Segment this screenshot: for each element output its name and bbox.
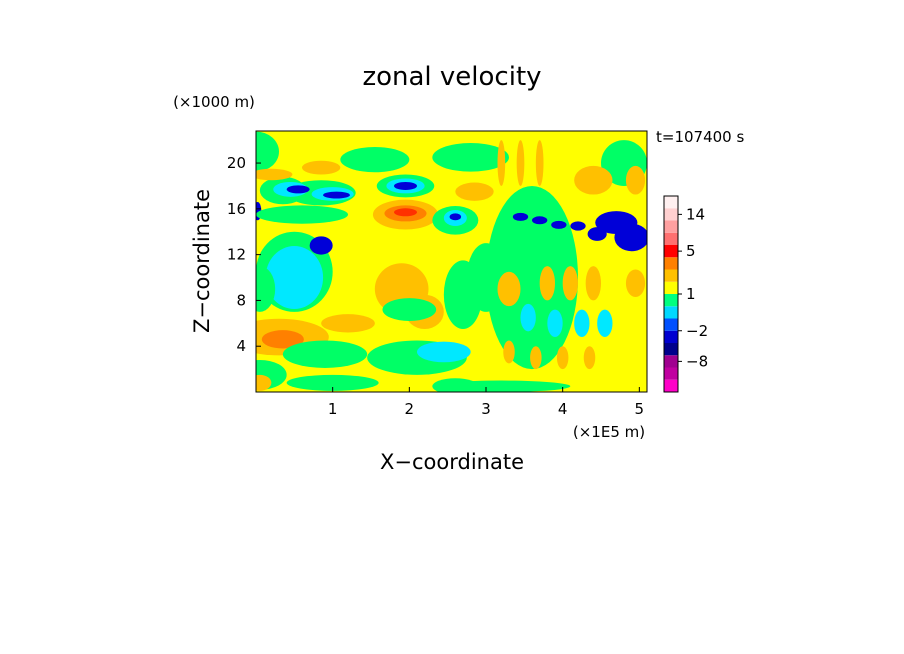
contour-region bbox=[520, 303, 536, 332]
contour-region bbox=[449, 213, 462, 221]
contour-region bbox=[382, 298, 437, 322]
contour-region bbox=[512, 212, 529, 221]
x-tick-label: 3 bbox=[481, 400, 491, 418]
contour-region bbox=[625, 165, 646, 195]
contour-region bbox=[432, 143, 509, 172]
contour-region bbox=[497, 271, 521, 307]
contour-region bbox=[394, 181, 417, 190]
contour-region bbox=[551, 220, 567, 229]
contour-plot-area bbox=[256, 131, 647, 392]
contour-region bbox=[530, 346, 542, 370]
contour-region bbox=[261, 330, 304, 349]
contour-region bbox=[574, 165, 613, 195]
contour-region bbox=[256, 374, 272, 391]
colorbar-swatch bbox=[664, 281, 678, 294]
contour-region bbox=[323, 191, 350, 199]
y-axis: 4 8 12 16 20 bbox=[227, 154, 261, 355]
y-tick-label: 12 bbox=[227, 246, 246, 264]
x-tick-label: 1 bbox=[328, 400, 338, 418]
colorbar-swatch bbox=[664, 318, 678, 331]
contour-region bbox=[562, 266, 578, 301]
contour-region bbox=[302, 160, 341, 175]
contour-region bbox=[394, 208, 417, 217]
contour-region bbox=[256, 205, 348, 224]
contour-region bbox=[539, 266, 555, 301]
contour-region bbox=[455, 182, 494, 201]
colorbar-swatch bbox=[664, 208, 678, 221]
colorbar-swatch bbox=[664, 196, 678, 209]
colorbar-swatch bbox=[664, 257, 678, 270]
x-tick-label: 4 bbox=[558, 400, 568, 418]
colorbar-swatch bbox=[664, 343, 678, 356]
time-label: t=107400 s bbox=[656, 128, 744, 146]
colorbar-swatch bbox=[664, 306, 678, 319]
contour-region bbox=[256, 131, 279, 172]
contour-region bbox=[256, 168, 293, 181]
x-axis-label: X−coordinate bbox=[380, 450, 524, 474]
contour-region bbox=[417, 341, 471, 363]
y-tick-label: 8 bbox=[236, 291, 246, 309]
colorbar-tick-label: 5 bbox=[686, 242, 696, 260]
contour-region bbox=[625, 269, 646, 297]
x-axis: 1 2 3 4 5 bbox=[328, 387, 644, 418]
contour-region bbox=[265, 246, 324, 310]
colorbar-tick-label: −8 bbox=[686, 352, 708, 370]
contour-region bbox=[286, 374, 379, 391]
colorbar-tick-label: 1 bbox=[686, 285, 696, 303]
contour-region bbox=[574, 309, 590, 338]
colorbar-tick-label: 14 bbox=[686, 205, 705, 223]
contour-region bbox=[585, 266, 601, 301]
contour-region bbox=[503, 340, 515, 364]
y-tick-label: 4 bbox=[236, 337, 246, 355]
x-tick-label: 2 bbox=[405, 400, 415, 418]
colorbar-tick-label: −2 bbox=[686, 322, 708, 340]
colorbar: −8 −2 1 5 14 bbox=[663, 195, 708, 393]
colorbar-swatch bbox=[664, 330, 678, 343]
y-tick-label: 20 bbox=[227, 154, 246, 172]
y-axis-unit: (×1000 m) bbox=[173, 93, 255, 111]
plot-frame bbox=[255, 130, 648, 393]
colorbar-swatch bbox=[664, 232, 678, 245]
colorbar-swatch bbox=[664, 294, 678, 307]
contour-region bbox=[570, 221, 586, 231]
contour-region bbox=[547, 309, 563, 338]
contour-region bbox=[432, 380, 571, 392]
contour-region bbox=[321, 314, 375, 333]
contour-region bbox=[583, 346, 596, 370]
contour-region bbox=[556, 346, 569, 370]
contour-region bbox=[309, 236, 333, 255]
contour-region bbox=[614, 223, 647, 252]
contour-region bbox=[340, 147, 410, 173]
x-axis-unit: (×1E5 m) bbox=[573, 423, 645, 441]
colorbar-swatch bbox=[664, 379, 678, 392]
contour-region bbox=[282, 340, 368, 368]
x-tick-label: 5 bbox=[635, 400, 645, 418]
colorbar-swatch bbox=[664, 367, 678, 380]
colorbar-swatch bbox=[664, 269, 678, 282]
colorbar-swatch bbox=[664, 245, 678, 258]
colorbar-swatch bbox=[664, 355, 678, 368]
y-tick-label: 16 bbox=[227, 200, 246, 218]
contour-region bbox=[286, 185, 310, 194]
contour-region bbox=[532, 216, 548, 225]
contour-region bbox=[535, 140, 544, 186]
contour-region bbox=[597, 309, 613, 338]
contour-region bbox=[497, 140, 506, 186]
y-axis-label: Z−coordinate bbox=[190, 189, 214, 333]
colorbar-swatch bbox=[664, 220, 678, 233]
contour-region bbox=[256, 266, 276, 312]
chart-title: zonal velocity bbox=[362, 62, 541, 92]
contour-region bbox=[516, 140, 525, 186]
